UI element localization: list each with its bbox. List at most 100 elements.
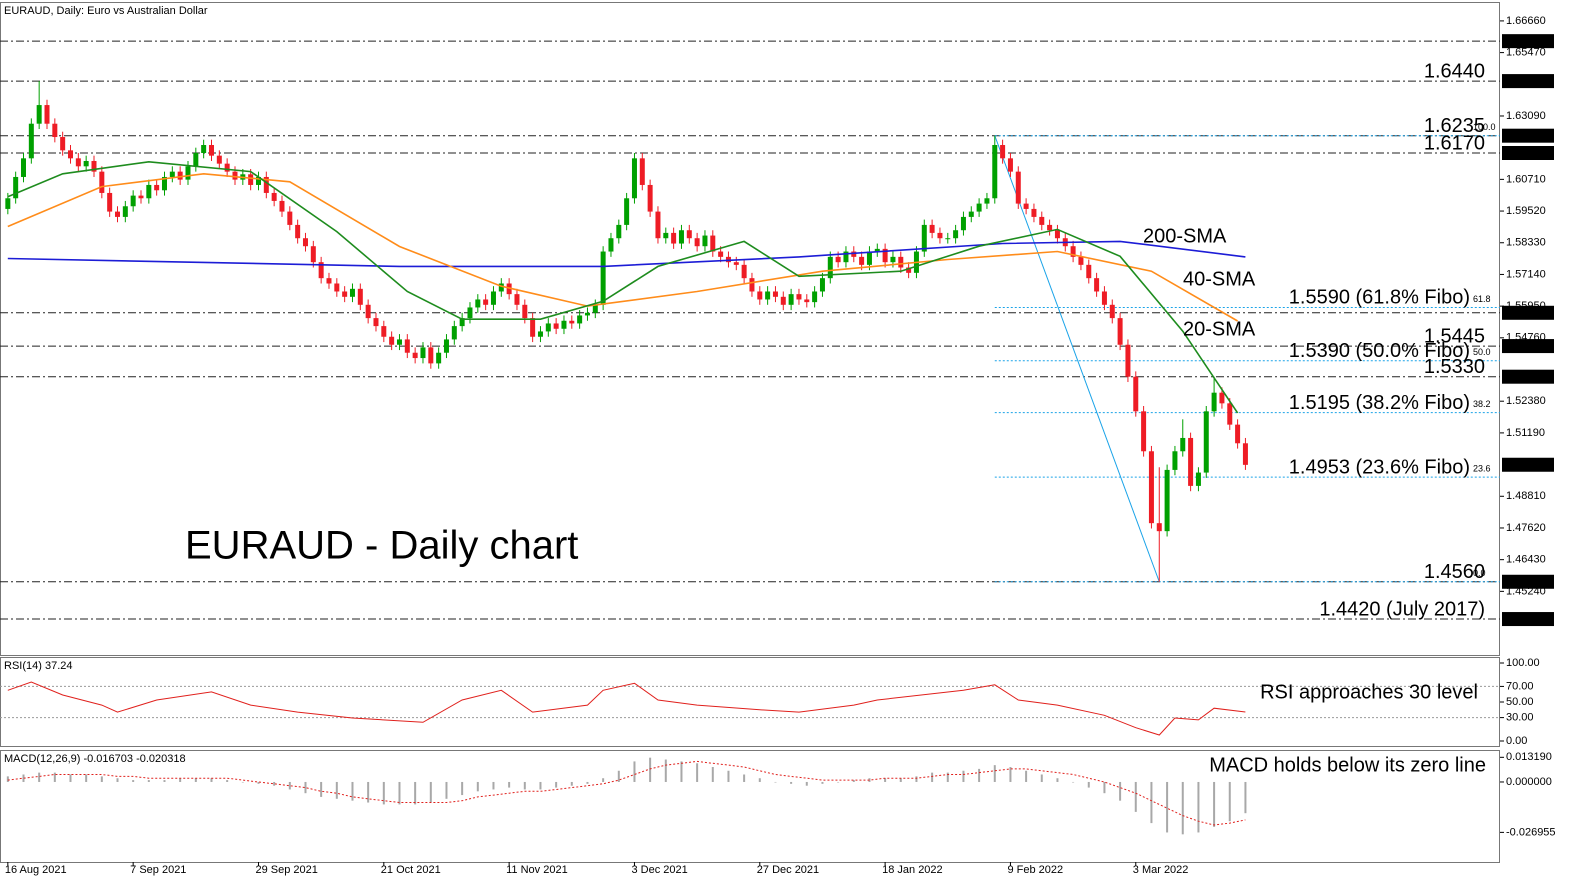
level-note: 1.6170 xyxy=(1424,132,1485,154)
candle-body xyxy=(1242,443,1248,465)
macd-bar xyxy=(38,772,41,782)
candle-body xyxy=(216,155,222,164)
candle-body xyxy=(389,336,395,345)
level-note: 1.4560 xyxy=(1424,561,1485,583)
panel-title: RSI(14) 37.24 xyxy=(4,660,72,672)
sma-label: 20-SMA xyxy=(1183,318,1256,340)
candle-body xyxy=(639,158,645,185)
candle-body xyxy=(295,224,301,239)
candle-body xyxy=(99,171,105,193)
macd-bar xyxy=(586,781,589,784)
macd-bar xyxy=(1056,778,1059,782)
level-note: 1.5330 xyxy=(1424,356,1485,378)
price-box-label: 1.55700 xyxy=(1505,307,1545,319)
macd-bar xyxy=(194,778,197,782)
macd-bar xyxy=(852,780,855,782)
candle-body xyxy=(859,256,865,265)
candle-body xyxy=(1141,411,1147,452)
candle-body xyxy=(1195,472,1201,486)
y-tick-label: 0.000000 xyxy=(1506,776,1552,788)
macd-bar xyxy=(163,780,166,782)
macd-bar xyxy=(617,770,620,782)
fibo-label: 1.5590 (61.8% Fibo) xyxy=(1289,287,1470,309)
y-tick-label: 1.47620 xyxy=(1506,522,1546,534)
macd-bar xyxy=(978,768,981,782)
candle-body xyxy=(992,145,998,199)
y-tick-label: 1.52380 xyxy=(1506,395,1546,407)
price-box xyxy=(1502,369,1554,384)
macd-bar xyxy=(821,781,824,784)
fibo-ratio: 0.0 xyxy=(1473,568,1486,578)
price-box-label: 1.44200 xyxy=(1505,613,1545,625)
candle-body xyxy=(357,288,363,305)
candle-body xyxy=(467,307,473,319)
y-tick-label: 1.63090 xyxy=(1506,110,1546,122)
candle-body xyxy=(1078,256,1084,265)
y-tick-label: 50.00 xyxy=(1506,696,1534,708)
macd-bar xyxy=(602,778,605,782)
candle-body xyxy=(373,318,379,327)
x-tick-label: 7 Sep 2021 xyxy=(130,864,186,876)
level-note: 1.6440 xyxy=(1424,60,1485,82)
macd-bar xyxy=(743,774,746,782)
level-note: 1.4420 (July 2017) xyxy=(1319,598,1485,620)
macd-bar xyxy=(1166,781,1169,833)
candle-body xyxy=(1125,344,1131,377)
candle-body xyxy=(929,224,935,233)
y-tick-label: 1.58330 xyxy=(1506,237,1546,249)
candle-body xyxy=(1047,224,1053,231)
candle-body xyxy=(561,320,567,329)
candle-body xyxy=(592,304,598,313)
fibo-ratio: 50.0 xyxy=(1473,347,1491,357)
price-box-label: 1.54450 xyxy=(1505,340,1545,352)
y-tick-label: 1.46430 xyxy=(1506,554,1546,566)
x-tick-label: 9 Feb 2022 xyxy=(1007,864,1063,876)
macd-bar xyxy=(962,770,965,782)
candle-body xyxy=(232,171,238,180)
macd-bar xyxy=(1103,781,1106,794)
candle-body xyxy=(83,160,89,167)
candle-body xyxy=(710,235,716,252)
candle-body xyxy=(624,198,630,225)
candle-body xyxy=(514,294,520,305)
fibo-ratio: 100.0 xyxy=(1473,122,1496,132)
candle-body xyxy=(1117,318,1123,345)
candle-body xyxy=(490,291,496,305)
macd-bar xyxy=(382,781,385,805)
candle-body xyxy=(898,256,904,268)
candle-body xyxy=(36,105,42,124)
candle-body xyxy=(483,299,489,305)
macd-bar xyxy=(774,781,777,783)
x-tick-label: 18 Jan 2022 xyxy=(882,864,943,876)
candle-body xyxy=(733,262,739,265)
macd-bar xyxy=(1181,781,1184,835)
candle-body xyxy=(953,230,959,239)
macd-bar xyxy=(85,774,88,782)
fibo-label: 1.5390 (50.0% Fibo) xyxy=(1289,340,1470,362)
macd-bar xyxy=(790,781,793,784)
candle-body xyxy=(882,248,888,263)
macd-bar xyxy=(320,781,323,797)
candle-body xyxy=(812,291,818,303)
candle-body xyxy=(1180,437,1186,452)
macd-bar xyxy=(1150,781,1153,824)
candle-body xyxy=(976,203,982,212)
macd-bar xyxy=(508,781,511,788)
candle-body xyxy=(459,318,465,327)
candle-body xyxy=(443,339,449,353)
macd-bar xyxy=(69,774,72,782)
candle-body xyxy=(851,251,857,257)
candle-body xyxy=(1164,469,1170,532)
candle-body xyxy=(1015,171,1021,204)
candle-body xyxy=(248,174,254,185)
candle-body xyxy=(114,211,120,217)
macd-bar xyxy=(351,781,354,801)
y-tick-label: -0.026955 xyxy=(1506,826,1556,838)
candle-body xyxy=(1219,392,1225,404)
macd-bar xyxy=(993,765,996,782)
candle-body xyxy=(1086,264,1092,279)
y-tick-label: 0.013190 xyxy=(1506,751,1552,763)
y-tick-label: 1.60710 xyxy=(1506,173,1546,185)
price-box xyxy=(1502,305,1554,320)
candle-body xyxy=(1148,451,1154,524)
